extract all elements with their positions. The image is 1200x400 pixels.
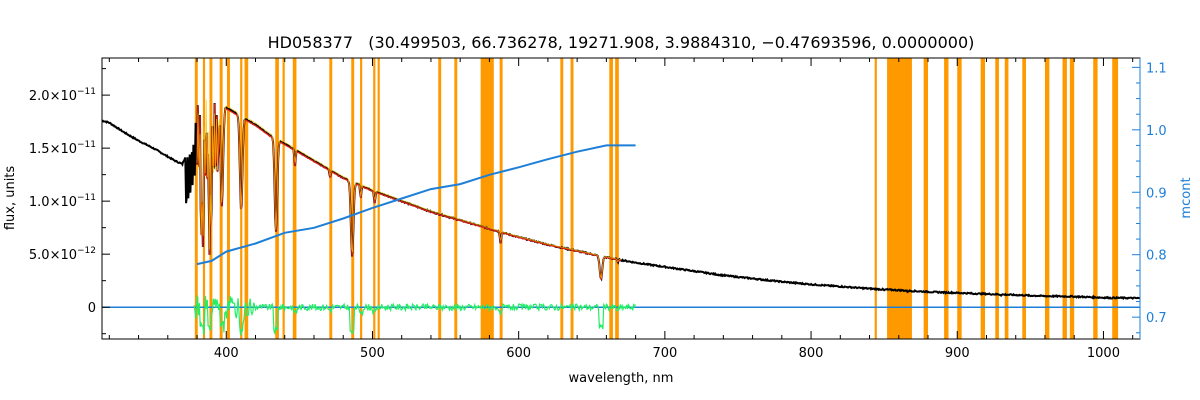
masked-band: [244, 58, 249, 339]
masked-band: [499, 58, 503, 339]
masked-band: [1022, 58, 1026, 339]
x-axis-ticks: 400 500 600 700 800 900 1000: [108, 58, 1134, 361]
masked-band: [874, 58, 877, 339]
y2-tick-label: 1.1: [1146, 61, 1167, 76]
masked-band: [1112, 58, 1119, 339]
model-spectrum-line: [196, 103, 622, 281]
y2-axis-label: mcont: [1179, 177, 1194, 218]
y-tick-label: 1.5×10−11: [29, 140, 96, 157]
masked-band: [995, 58, 999, 339]
masked-band: [329, 58, 333, 339]
x-tick-label: 800: [799, 346, 824, 361]
masked-regions: [194, 58, 1119, 339]
masked-band: [1062, 58, 1067, 339]
masked-band: [1093, 58, 1098, 339]
y2-axis-ticks: 0.7 0.8 0.9 1.0 1.1: [1132, 61, 1167, 334]
y2-tick-label: 0.9: [1146, 186, 1167, 201]
x-tick-label: 500: [360, 346, 385, 361]
y2-tick-label: 1.0: [1146, 124, 1167, 139]
y-tick-label: 5.0×10−12: [29, 246, 96, 263]
y-axis-ticks: 0 5.0×10−12 1.0×10−11 1.5×10−11 2.0×10−11: [29, 68, 110, 335]
residual-line: [193, 295, 636, 336]
chart-title: HD058377 (30.499503, 66.736278, 19271.90…: [268, 33, 975, 52]
masked-band: [282, 58, 285, 339]
masked-band: [292, 58, 297, 339]
x-tick-label: 700: [652, 346, 677, 361]
masked-band: [438, 58, 442, 339]
masked-band: [377, 58, 380, 339]
masked-band: [194, 58, 198, 339]
y2-tick-label: 0.8: [1146, 249, 1167, 264]
masked-band: [560, 58, 564, 339]
y-tick-label: 0: [88, 301, 96, 316]
masked-band: [615, 58, 619, 339]
masked-band: [226, 58, 230, 339]
masked-band: [360, 58, 363, 339]
masked-band: [1044, 58, 1050, 339]
x-tick-label: 600: [506, 346, 531, 361]
masked-band: [609, 58, 613, 339]
masked-band: [1069, 58, 1075, 339]
y-axis-label: flux, units: [3, 166, 18, 231]
masked-band: [887, 58, 912, 339]
x-tick-label: 900: [945, 346, 970, 361]
masked-band: [944, 58, 949, 339]
masked-band: [957, 58, 962, 339]
series-group: [101, 99, 1141, 336]
y-tick-label: 1.0×10−11: [29, 193, 96, 210]
masked-band: [351, 58, 355, 339]
masked-band: [923, 58, 929, 339]
masked-band: [454, 58, 458, 339]
alt-model-spectrum-line: [196, 99, 621, 279]
masked-band: [1004, 58, 1009, 339]
y-tick-label: 2.0×10−11: [29, 87, 96, 104]
masked-band: [570, 58, 574, 339]
masked-band: [480, 58, 494, 339]
x-tick-label: 400: [214, 346, 239, 361]
y2-tick-label: 0.7: [1146, 311, 1167, 326]
masked-band: [980, 58, 986, 339]
x-tick-label: 1000: [1087, 346, 1120, 361]
x-axis-label: wavelength, nm: [569, 371, 674, 386]
continuum-ratio-line: [196, 144, 636, 266]
